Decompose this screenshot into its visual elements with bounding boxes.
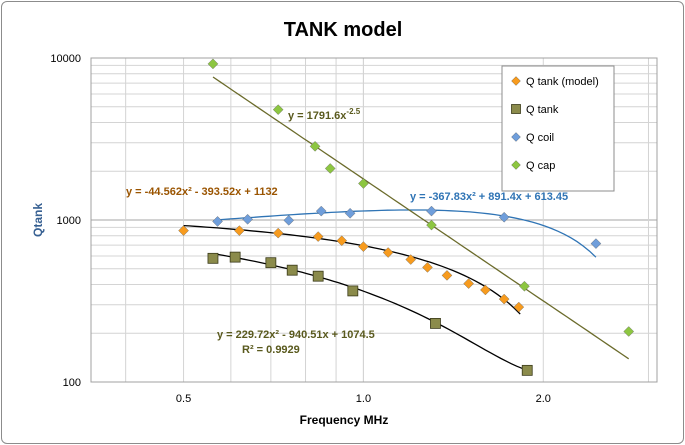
point-q-coil: [315, 205, 327, 217]
point-q-tank-model: [234, 225, 245, 236]
point-q-cap: [623, 326, 635, 337]
point-q-tank: [347, 285, 359, 297]
x-tick-label: 1.0: [356, 393, 371, 405]
point-q-tank-model: [178, 225, 189, 236]
legend-label-q-cap: Q cap: [526, 160, 555, 172]
legend-label-q-tank: Q tank: [526, 104, 559, 116]
y-tick-label: 10000: [50, 53, 81, 65]
point-q-tank-model: [422, 262, 433, 273]
y-tick-label: 1000: [57, 215, 81, 227]
point-q-cap: [272, 104, 284, 115]
point-q-tank: [229, 251, 241, 263]
legend: Q tank (model) Q tank Q coil Q cap: [501, 65, 615, 192]
point-q-cap: [358, 178, 369, 189]
point-q-coil: [242, 214, 253, 225]
eq-qtank-model: y = -44.562x² - 393.52x + 1132: [126, 186, 278, 198]
legend-marker-q-cap: [511, 160, 521, 170]
x-tick-label: 2.0: [536, 393, 551, 405]
legend-marker-q-tank-model: [511, 76, 521, 86]
trendline-q-tank-model-: [183, 224, 521, 315]
legend-marker-q-tank: [511, 104, 521, 114]
point-q-coil: [344, 208, 356, 219]
data-points: [178, 58, 635, 376]
point-q-tank-model: [312, 231, 324, 242]
point-q-coil: [590, 238, 602, 249]
legend-items: Q tank (model) Q tank Q coil Q cap: [511, 76, 599, 172]
point-q-coil: [426, 205, 437, 217]
point-q-cap: [519, 280, 530, 292]
point-q-tank-model: [405, 254, 417, 265]
point-q-tank-model: [382, 247, 394, 258]
eq-qtank: y = 229.72x² - 940.51x + 1074.5: [217, 329, 375, 341]
point-q-tank-model: [358, 241, 369, 252]
x-tick-label: 0.5: [176, 393, 191, 405]
point-q-tank-model: [441, 270, 453, 281]
point-q-tank: [312, 270, 324, 282]
point-q-tank: [521, 364, 533, 376]
point-q-coil: [212, 216, 223, 227]
point-q-cap: [309, 141, 321, 152]
y-tick-label: 100: [63, 377, 81, 389]
tick-labels: 100 1000 10000 0.5 1.0 2.0: [50, 53, 551, 405]
point-q-tank-model: [272, 227, 284, 239]
legend-label-q-tank-model: Q tank (model): [526, 76, 599, 88]
point-q-tank-model: [513, 301, 525, 313]
eq-qcoil: y = -367.83x² + 891.4x + 613.45: [410, 191, 568, 203]
point-q-tank-model: [336, 235, 348, 246]
eq-qtank-r2: R² = 0.9929: [242, 344, 300, 356]
legend-marker-q-coil: [511, 132, 521, 142]
eq-qcap: y = 1791.6x-2.5: [288, 107, 361, 122]
legend-box: [501, 65, 615, 192]
point-q-cap: [324, 163, 336, 174]
trendline-q-coil: [217, 209, 597, 258]
y-axis-title: Qtank: [31, 203, 45, 237]
point-q-tank-model: [480, 284, 491, 296]
point-q-tank: [286, 264, 298, 276]
legend-label-q-coil: Q coil: [526, 132, 554, 144]
chart-title: TANK model: [284, 19, 403, 41]
point-q-tank-model: [463, 278, 474, 289]
point-q-coil: [283, 215, 295, 226]
point-q-coil: [498, 211, 510, 223]
point-q-cap: [426, 219, 437, 231]
point-q-tank: [265, 257, 277, 269]
x-axis-title: Frequency MHz: [300, 413, 389, 427]
trendline-q-cap: [212, 76, 630, 360]
trendline-q-tank: [212, 252, 528, 371]
plot-area-border: [90, 57, 658, 383]
point-q-tank: [207, 252, 219, 264]
point-q-cap: [207, 58, 219, 70]
point-q-tank: [430, 318, 441, 329]
point-q-tank-model: [498, 293, 510, 305]
